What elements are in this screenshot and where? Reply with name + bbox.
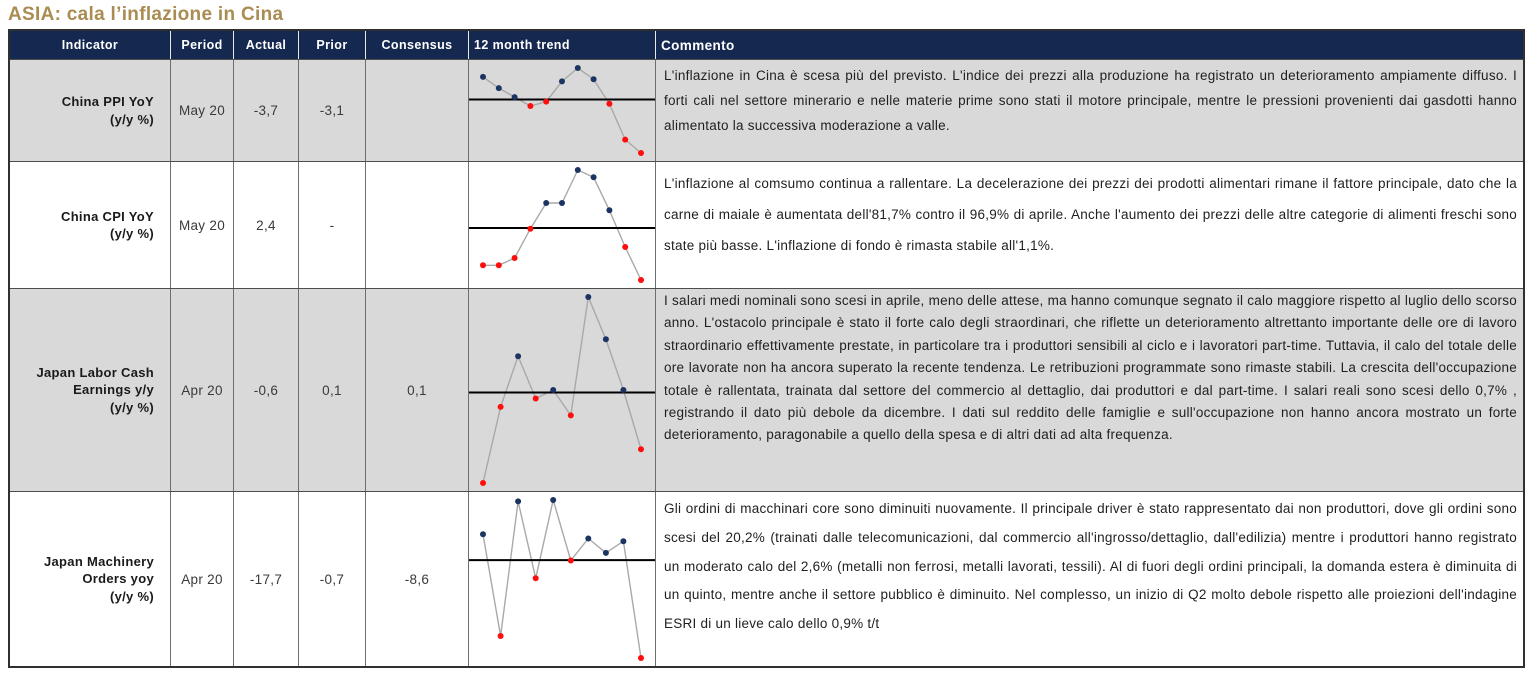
comment-cell: Gli ordini di macchinari core sono dimin…	[656, 492, 1523, 666]
indicator-unit: (y/y %)	[109, 226, 154, 241]
comment-cell: L'inflazione in Cina è scesa più del pre…	[656, 60, 1523, 161]
prior-value: -0,7	[299, 492, 366, 666]
comment-text: L'inflazione al comsumo continua a ralle…	[664, 176, 1517, 253]
comment-text: L'inflazione in Cina è scesa più del pre…	[664, 68, 1517, 133]
sparkline-chart	[469, 60, 656, 161]
prior-value: -3,1	[299, 60, 366, 161]
indicator-cell: Japan Machinery Orders yoy (y/y %)	[10, 492, 171, 666]
period-value: May 20	[171, 60, 234, 161]
sparkline-chart	[469, 289, 656, 491]
indicator-name: China CPI YoY	[61, 208, 154, 224]
indicator-cell: China PPI YoY (y/y %)	[10, 60, 171, 161]
header-commento: Commento	[661, 37, 735, 53]
header-prior: Prior	[299, 31, 366, 59]
indicator-unit: (y/y %)	[109, 111, 154, 127]
indicator-name: Japan Machinery Orders yoy	[44, 554, 154, 587]
indicator-cell: Japan Labor Cash Earnings y/y (y/y %)	[10, 289, 171, 491]
comment-text: I salari medi nominali sono scesi in apr…	[664, 293, 1517, 443]
table-header-row: Indicator Period Actual Prior Consensus …	[10, 31, 1523, 59]
header-period: Period	[171, 31, 234, 59]
indicator-unit: (y/y %)	[109, 588, 154, 604]
indicator-cell: China CPI YoY (y/y %)	[10, 162, 171, 288]
actual-value: 2,4	[234, 162, 299, 288]
table-row-china-cpi: China CPI YoY (y/y %) May 20 2,4 - L'inf…	[10, 161, 1523, 288]
header-actual: Actual	[234, 31, 299, 59]
comment-cell: L'inflazione al comsumo continua a ralle…	[656, 162, 1523, 288]
comment-cell: I salari medi nominali sono scesi in apr…	[656, 289, 1523, 491]
consensus-value	[366, 60, 469, 161]
table-row-japan-labor-cash-earnings: Japan Labor Cash Earnings y/y (y/y %) Ap…	[10, 288, 1523, 491]
header-consensus: Consensus	[366, 31, 469, 59]
indicator-table: Indicator Period Actual Prior Consensus …	[8, 29, 1525, 668]
actual-value: -3,7	[234, 60, 299, 161]
table-row-japan-machinery-orders: Japan Machinery Orders yoy (y/y %) Apr 2…	[10, 491, 1523, 666]
consensus-value	[366, 162, 469, 288]
consensus-value: 0,1	[366, 289, 469, 491]
indicator-name: Japan Labor Cash Earnings y/y	[36, 365, 154, 398]
period-value: Apr 20	[171, 289, 234, 491]
sparkline-chart	[469, 492, 656, 666]
page-title: ASIA: cala l’inflazione in Cina	[8, 4, 284, 25]
prior-value: 0,1	[299, 289, 366, 491]
period-value: May 20	[171, 162, 234, 288]
header-12-month-trend: 12 month trend	[469, 31, 656, 59]
table-row-china-ppi: China PPI YoY (y/y %) May 20 -3,7 -3,1 L…	[10, 59, 1523, 161]
actual-value: -0,6	[234, 289, 299, 491]
sparkline-chart	[469, 162, 656, 288]
comment-text: Gli ordini di macchinari core sono dimin…	[664, 501, 1517, 632]
consensus-value: -8,6	[366, 492, 469, 666]
indicator-name: China PPI YoY	[61, 94, 154, 110]
header-indicator: Indicator	[10, 31, 171, 59]
actual-value: -17,7	[234, 492, 299, 666]
prior-value: -	[299, 162, 366, 288]
indicator-unit: (y/y %)	[109, 399, 154, 415]
period-value: Apr 20	[171, 492, 234, 666]
